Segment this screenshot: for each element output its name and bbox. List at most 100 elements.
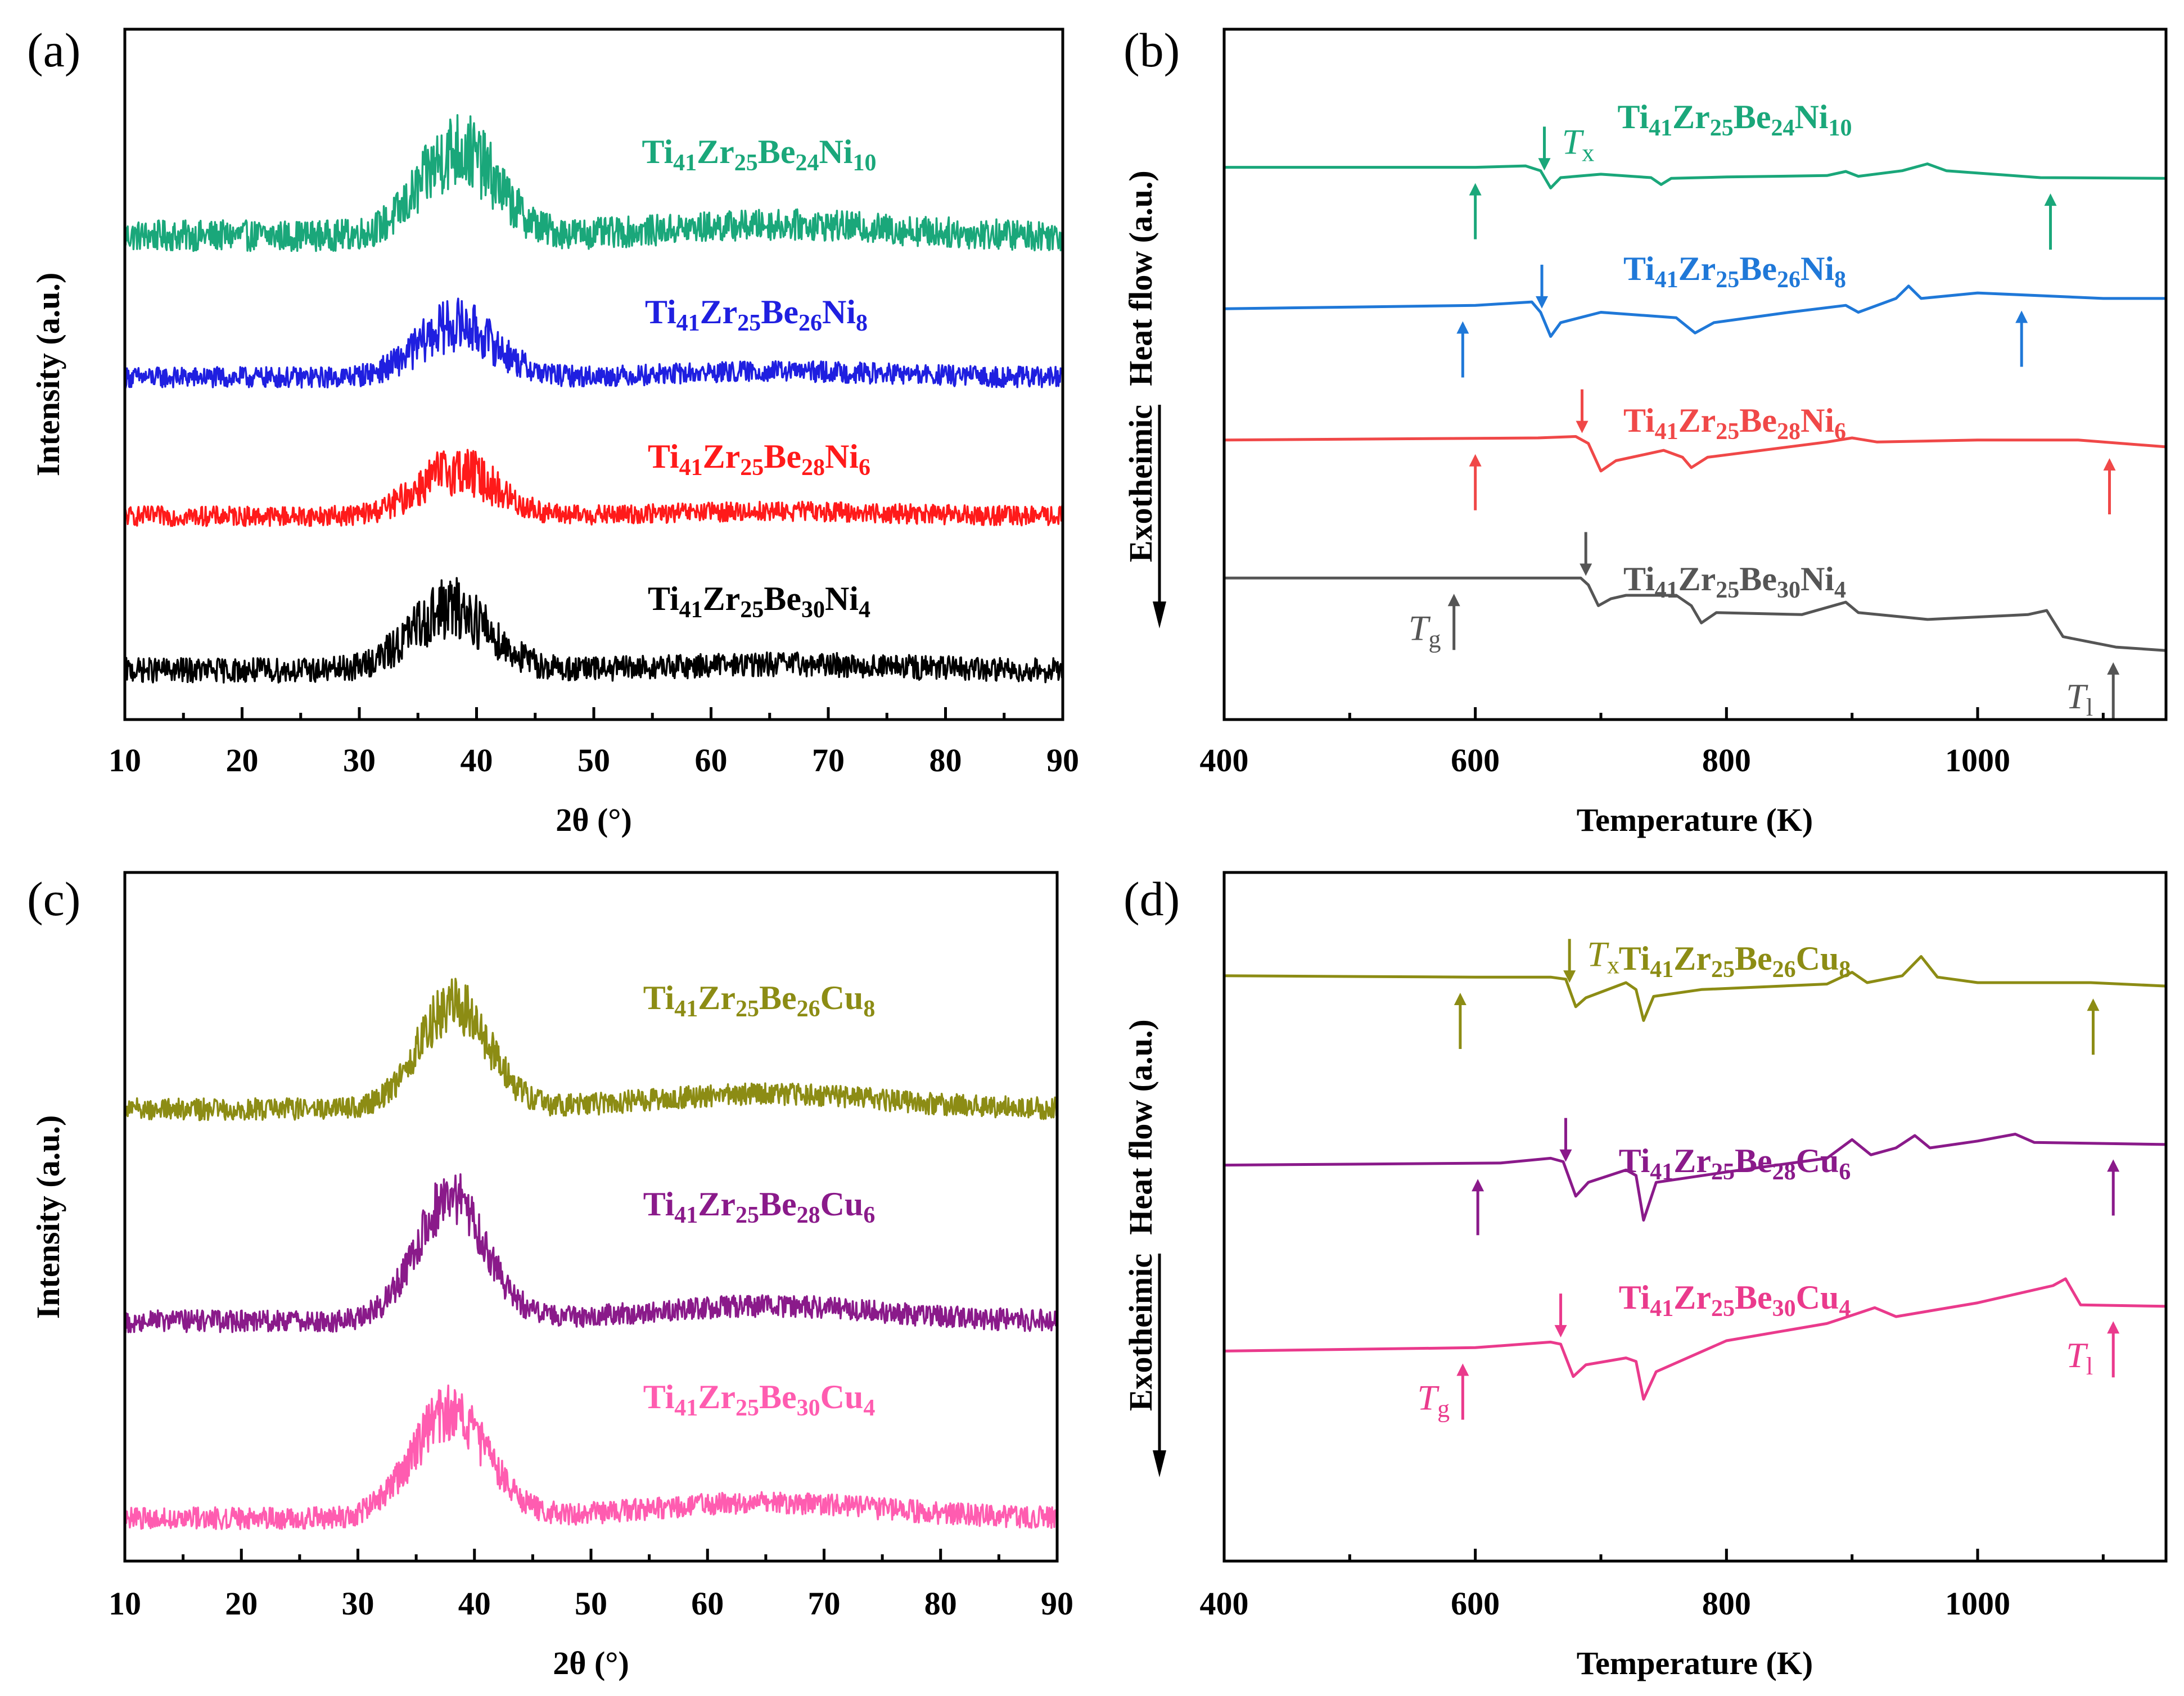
panel-label-c: (c) [27, 872, 80, 926]
series-label-Ti41Zr25Be28Cu6: Ti41Zr25Be28Cu6 [1619, 1142, 1851, 1185]
tx-annotation: Tx [1562, 121, 1595, 166]
x-tick-label: 20 [225, 1585, 258, 1622]
series-line-Ti41Zr25Be28Cu6 [1224, 1133, 2167, 1222]
x-axis-label-b: Temperature (K) [1577, 802, 1813, 838]
temperature-annotations-d: Tx Tg Tl [1418, 934, 2093, 1422]
tg-annotation: Tg [1409, 608, 1441, 653]
y-axis-label-a: Intensity (a.u.) [30, 273, 66, 477]
series-line-Ti41Zr25Be30Ni4 [124, 577, 1064, 684]
y-axis-arrowhead-b [1153, 601, 1166, 628]
series-label-Ti41Zr25Be30Cu4: Ti41Zr25Be30Cu4 [1619, 1279, 1851, 1322]
x-tick-label: 10 [109, 1585, 141, 1622]
series-label-Ti41Zr25Be26Cu8: Ti41Zr25Be26Cu8 [643, 979, 876, 1022]
y-axis-label-b-heatflow: Heat flow (a.u.) [1122, 170, 1159, 386]
tg-arrow-Ti41Zr25Be30Ni4-head [1447, 594, 1460, 607]
series-label-Ti41Zr25Be30Ni4: Ti41Zr25Be30Ni4 [1623, 560, 1846, 603]
series-label-Ti41Zr25Be28Cu6: Ti41Zr25Be28Cu6 [643, 1186, 876, 1228]
series-line-Ti41Zr25Be28Ni6 [124, 449, 1064, 527]
dsc-traces-b [1224, 162, 2167, 652]
tg-arrow-Ti41Zr25Be30Cu4-head [1456, 1363, 1469, 1376]
tl-arrow-Ti41Zr25Be30Ni4-head [2107, 662, 2120, 675]
tg-annotation: Tg [1418, 1378, 1450, 1423]
series-line-Ti41Zr25Be30Cu4 [124, 1384, 1058, 1530]
series-line-Ti41Zr25Be26Ni8 [124, 297, 1064, 389]
x-tick-label: 30 [343, 742, 376, 779]
tg-arrow-Ti41Zr25Be28Cu6-head [1472, 1179, 1484, 1192]
x-tick-label: 60 [691, 1585, 724, 1622]
series-label-Ti41Zr25Be30Ni4: Ti41Zr25Be30Ni4 [648, 580, 870, 623]
tl-annotation: Tl [2066, 1335, 2093, 1380]
series-label-Ti41Zr25Be30Cu4: Ti41Zr25Be30Cu4 [643, 1378, 876, 1421]
x-tick-label: 40 [461, 742, 493, 779]
legend-labels-b: Ti41Zr25Be24Ni10 Ti41Zr25Be26Ni8 Ti41Zr25B… [1618, 98, 1852, 603]
x-tick-label: 90 [1041, 1585, 1073, 1622]
x-axis-b: 400 600 800 1000 [1200, 707, 2105, 779]
x-tick-label: 1000 [1945, 742, 2010, 779]
series-label-Ti41Zr25Be26Ni8: Ti41Zr25Be26Ni8 [1623, 250, 1846, 293]
panel-label-b: (b) [1123, 23, 1180, 77]
series-line-Ti41Zr25Be28Cu6 [124, 1173, 1058, 1333]
series-line-Ti41Zr25Be24Ni10 [1224, 162, 2167, 189]
x-tick-label: 40 [458, 1585, 491, 1622]
series-line-Ti41Zr25Be30Ni4 [1224, 576, 2167, 652]
legend-labels-d: Ti41Zr25Be26Cu8 Ti41Zr25Be28Cu6 Ti41Zr25Be… [1619, 940, 1851, 1322]
x-tick-label: 60 [695, 742, 728, 779]
xrd-traces-c [124, 978, 1058, 1530]
panel-a: 10 20 30 40 50 60 70 80 90 Ti41Zr25Be24Ni10Ti41Z… [30, 28, 1079, 838]
y-axis-label-b: Exotheimic Heat flow (a.u.) [1122, 170, 1166, 628]
x-tick-label: 600 [1451, 1585, 1500, 1622]
x-axis-label-a: 2θ (°) [556, 802, 632, 838]
x-tick-label: 20 [226, 742, 259, 779]
tx-arrow-Ti41Zr25Be30Cu4-head [1554, 1325, 1567, 1338]
x-tick-label: 800 [1702, 742, 1751, 779]
y-axis-arrowhead-d [1153, 1450, 1166, 1477]
tl-arrow-Ti41Zr25Be26Ni8-head [2015, 310, 2028, 323]
series-label-Ti41Zr25Be26Ni8: Ti41Zr25Be26Ni8 [645, 293, 868, 336]
series-label-Ti41Zr25Be24Ni10: Ti41Zr25Be24Ni10 [642, 133, 877, 176]
series-label-Ti41Zr25Be24Ni10: Ti41Zr25Be24Ni10 [1618, 98, 1852, 141]
y-axis-label-d-heatflow: Heat flow (a.u.) [1122, 1019, 1159, 1234]
x-tick-label: 30 [342, 1585, 374, 1622]
x-tick-label: 1000 [1945, 1585, 2010, 1622]
y-axis-label-b-exothermic: Exotheimic [1122, 405, 1159, 562]
panel-label-a: (a) [27, 23, 80, 77]
series-line-Ti41Zr25Be28Ni6 [1224, 435, 2167, 473]
tl-arrow-Ti41Zr25Be30Cu4-head [2107, 1321, 2120, 1334]
x-tick-label: 80 [924, 1585, 957, 1622]
y-axis-label-d-exothermic: Exotheimic [1122, 1254, 1159, 1411]
x-tick-label: 50 [577, 742, 610, 779]
panel-b: 400 600 800 1000 Ti41Zr25Be24Ni10Ti41Zr25Be… [1122, 28, 2168, 838]
x-axis-label-d: Temperature (K) [1577, 1645, 1813, 1681]
x-axis-c: 10 20 30 40 50 60 70 80 90 [109, 1549, 1073, 1622]
tx-arrow-Ti41Zr25Be24Ni10-head [1538, 158, 1551, 171]
series-line-Ti41Zr25Be26Cu8 [124, 978, 1058, 1121]
legend-labels-c: Ti41Zr25Be26Cu8 Ti41Zr25Be28Cu6 Ti41Zr25Be… [643, 979, 876, 1421]
tx-arrow-Ti41Zr25Be30Ni4-head [1580, 563, 1592, 576]
x-tick-label: 90 [1046, 742, 1079, 779]
x-tick-label: 400 [1200, 1585, 1249, 1622]
tx-arrow-Ti41Zr25Be26Cu8-head [1563, 970, 1576, 983]
tg-arrow-Ti41Zr25Be26Cu8-head [1454, 993, 1466, 1006]
series-line-Ti41Zr25Be26Ni8 [1224, 284, 2166, 338]
x-tick-label: 400 [1200, 742, 1249, 779]
series-line-Ti41Zr25Be26Cu8 [1224, 955, 2167, 1022]
transition-arrows-b [1447, 126, 2120, 719]
tl-annotation: Tl [2066, 676, 2093, 721]
series-line-Ti41Zr25Be30Cu4 [1224, 1277, 2167, 1401]
x-tick-label: 600 [1451, 742, 1500, 779]
tl-arrow-Ti41Zr25Be26Cu8-head [2087, 998, 2100, 1011]
x-tick-label: 70 [812, 742, 845, 779]
tl-arrow-Ti41Zr25Be24Ni10-head [2044, 193, 2057, 206]
x-tick-label: 70 [808, 1585, 841, 1622]
temperature-annotations-b: Tx Tg Tl [1409, 121, 2093, 721]
series-line-Ti41Zr25Be24Ni10 [124, 114, 1064, 252]
x-tick-label: 80 [929, 742, 962, 779]
tg-arrow-Ti41Zr25Be26Ni8-head [1456, 321, 1469, 334]
x-tick-label: 50 [575, 1585, 607, 1622]
plot-frame-b [1222, 28, 2168, 721]
tx-annotation: Tx [1587, 934, 1619, 979]
panel-d: 400 600 800 1000 Ti41Zr25Be26Cu8Ti41Zr25Be2… [1122, 871, 2168, 1681]
x-axis-label-c: 2θ (°) [553, 1645, 629, 1681]
